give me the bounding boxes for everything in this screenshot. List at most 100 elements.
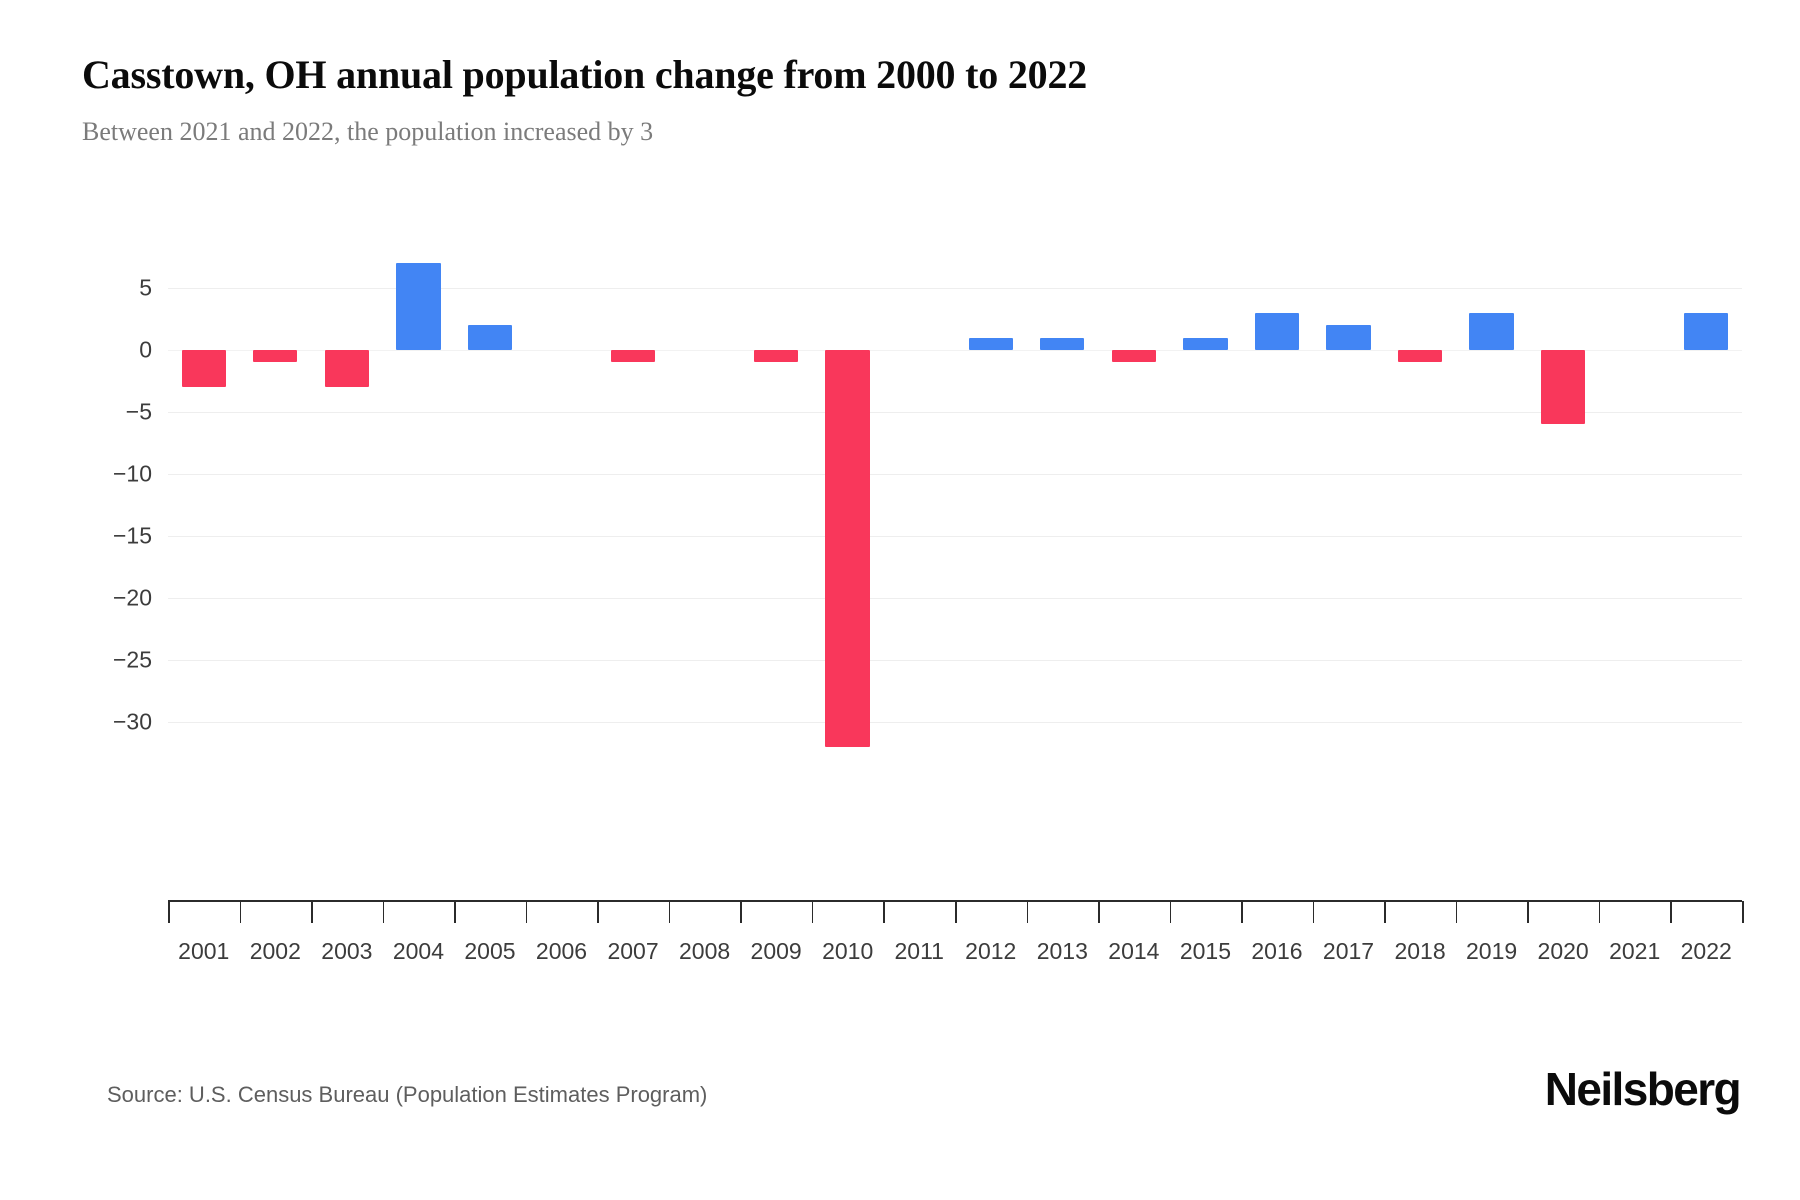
bar-slot: [1527, 0, 1599, 1200]
bar-2013[interactable]: [1040, 337, 1085, 350]
x-axis-tick-label: 2001: [178, 938, 230, 964]
x-axis-tick: [454, 901, 456, 923]
bar-slot: [740, 0, 812, 1200]
bar-slot: [311, 0, 383, 1200]
x-axis-tick-label: 2013: [1036, 938, 1088, 964]
bar-slot: [955, 0, 1027, 1200]
x-axis-tick: [1742, 901, 1744, 923]
x-axis-tick-label: 2005: [464, 938, 516, 964]
bar-slot: [812, 0, 884, 1200]
bar-2015[interactable]: [1183, 337, 1228, 350]
bar-slot: [1098, 0, 1170, 1200]
bar-slot: [883, 0, 955, 1200]
x-axis-tick-label: 2020: [1537, 938, 1589, 964]
x-axis-tick: [1598, 901, 1601, 923]
chart-subtitle: Between 2021 and 2022, the population in…: [82, 117, 654, 146]
x-axis-tick: [1312, 901, 1315, 923]
x-axis-tick: [311, 901, 313, 923]
x-axis-tick-label: 2006: [535, 938, 588, 964]
source-note: Source: U.S. Census Bureau (Population E…: [107, 1082, 708, 1107]
bar-slot: [383, 0, 455, 1200]
x-axis-line: [168, 900, 1742, 902]
x-axis-tick: [168, 901, 170, 923]
bar-slot: [526, 0, 598, 1200]
bar-2018[interactable]: [1397, 350, 1443, 363]
bar-slot: [454, 0, 526, 1200]
bar-2003[interactable]: [324, 350, 369, 388]
bar-slot: [240, 0, 312, 1200]
x-axis-tick-label: 2004: [392, 938, 444, 964]
bar-2012[interactable]: [968, 337, 1013, 350]
x-axis-tick: [597, 901, 599, 923]
gridline: [168, 722, 1742, 723]
y-axis-tick-label: −20: [112, 584, 152, 611]
x-axis-tick-label: 2003: [321, 938, 373, 964]
x-axis-tick-label: 2008: [678, 938, 731, 964]
x-axis-tick: [668, 901, 671, 923]
x-axis-tick: [1241, 901, 1243, 923]
bars-group: [168, 0, 1742, 1200]
x-axis-tick: [1455, 901, 1458, 923]
y-axis-tick-label: 5: [139, 274, 152, 301]
x-axis-tick: [811, 901, 814, 923]
x-axis-tick-label: 2018: [1394, 938, 1446, 964]
x-axis-tick-label: 2019: [1465, 938, 1518, 964]
gridline: [168, 288, 1742, 289]
bar-2010[interactable]: [825, 350, 870, 747]
bar-slot: [1384, 0, 1456, 1200]
bar-2014[interactable]: [1111, 350, 1156, 363]
y-axis-tick-label: 0: [139, 336, 152, 363]
x-axis-tick-label: 2002: [249, 938, 301, 964]
x-axis-tick-label: 2007: [607, 938, 659, 964]
bar-2002[interactable]: [253, 350, 298, 363]
bar-slot: [1170, 0, 1242, 1200]
bar-slot: [1241, 0, 1313, 1200]
x-axis-tick: [883, 901, 885, 923]
x-axis-tick-label: 2017: [1322, 938, 1375, 964]
x-axis-tick-label: 2014: [1108, 938, 1160, 964]
x-axis-tick-label: 2010: [822, 938, 874, 964]
bar-2022[interactable]: [1684, 312, 1729, 350]
x-axis-tick-label: 2011: [894, 938, 944, 964]
gridline: [168, 350, 1742, 351]
bar-2020[interactable]: [1540, 350, 1586, 425]
y-axis-tick-label: −25: [112, 646, 152, 673]
x-axis-tick-label: 2022: [1680, 938, 1732, 964]
x-axis-tick: [955, 901, 957, 923]
bar-2019[interactable]: [1469, 312, 1514, 350]
bar-2009[interactable]: [753, 350, 799, 363]
bar-2007[interactable]: [610, 350, 656, 363]
bar-2001[interactable]: [181, 350, 226, 388]
x-axis-tick: [239, 901, 242, 923]
x-axis-tick: [1527, 901, 1529, 923]
x-axis-tick: [1670, 901, 1672, 923]
bar-slot: [168, 0, 240, 1200]
chart-header: Casstown, OH annual population change fr…: [82, 52, 1722, 147]
y-axis-tick-label: −15: [112, 522, 152, 549]
brand-logo: Neilsberg: [1544, 1063, 1742, 1115]
bar-slot: [1599, 0, 1671, 1200]
bar-slot: [1027, 0, 1099, 1200]
bar-slot: [1313, 0, 1385, 1200]
bar-2016[interactable]: [1254, 312, 1300, 350]
bar-slot: [597, 0, 669, 1200]
bar-2004[interactable]: [396, 263, 441, 350]
bar-slot: [1670, 0, 1742, 1200]
gridline: [168, 412, 1742, 413]
x-axis-tick-label: 2012: [965, 938, 1017, 964]
x-axis-tick-label: 2021: [1609, 938, 1661, 964]
bar-2017[interactable]: [1326, 325, 1371, 350]
x-axis-tick: [1384, 901, 1386, 923]
y-axis-tick-label: −5: [125, 398, 152, 425]
page-title: Casstown, OH annual population change fr…: [82, 52, 1088, 97]
bar-slot: [669, 0, 741, 1200]
gridline: [168, 536, 1742, 537]
bar-slot: [1456, 0, 1528, 1200]
y-axis-tick-label: −10: [112, 460, 152, 487]
bar-2005[interactable]: [467, 325, 513, 350]
x-axis-tick-label: 2009: [750, 938, 802, 964]
x-axis-tick: [525, 901, 528, 923]
gridline: [168, 474, 1742, 475]
x-axis-tick: [1169, 901, 1172, 923]
